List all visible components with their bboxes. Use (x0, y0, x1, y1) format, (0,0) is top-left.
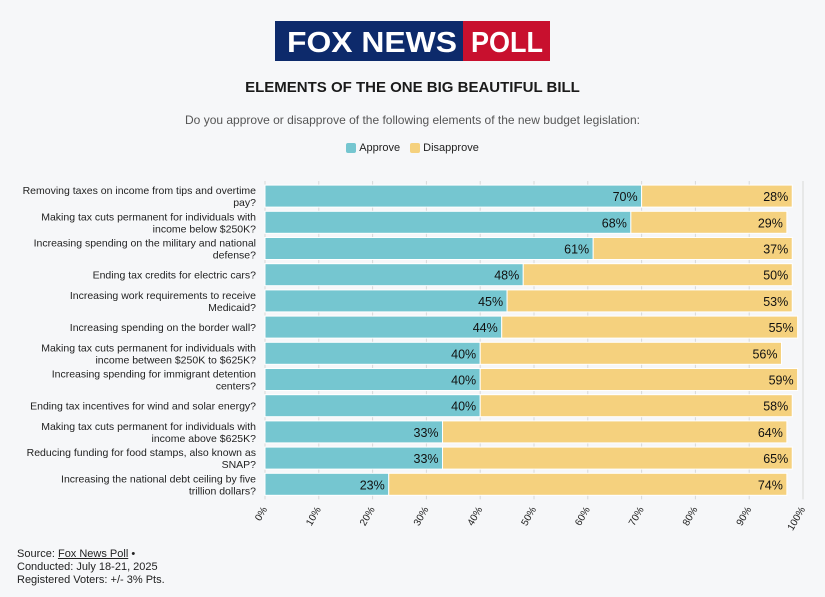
bar-approve (264, 263, 524, 287)
bar-disapprove (522, 263, 793, 287)
data-label-disapprove: 50% (763, 269, 788, 283)
chart-subtitle: Do you approve or disapprove of the foll… (185, 113, 640, 127)
bar-disapprove (442, 446, 793, 470)
data-label-disapprove: 58% (763, 400, 788, 414)
data-label-approve: 33% (414, 452, 439, 466)
bar-approve (264, 237, 594, 260)
data-label-approve: 48% (494, 269, 519, 283)
legend-label-disapprove: Disapprove (423, 142, 479, 154)
bar-approve (264, 315, 503, 339)
legend-item-disapprove: Disapprove (410, 142, 479, 154)
svg-text:POLL: POLL (471, 27, 543, 59)
data-label-disapprove: 65% (763, 452, 788, 466)
data-label-disapprove: 53% (763, 295, 788, 309)
legend-label-approve: Approve (359, 142, 401, 154)
category-label: Increasing work requirements to receive M… (70, 290, 256, 314)
legend-swatch-disapprove (410, 143, 421, 153)
x-tick-label: 60% (573, 505, 593, 528)
x-tick-label: 70% (627, 505, 647, 528)
bar-disapprove (388, 472, 788, 496)
bar-disapprove (506, 289, 793, 313)
category-label: Increasing spending on the border wall? (70, 322, 256, 334)
chart-legend: Approve Disapprove (0, 142, 825, 154)
source-label: Source: (17, 548, 58, 560)
x-tick-label: 50% (520, 505, 540, 528)
bar-approve (264, 394, 481, 418)
data-label-approve: 61% (564, 243, 589, 257)
x-tick-label: 80% (681, 505, 701, 528)
data-label-approve: 33% (414, 426, 439, 440)
data-label-approve: 68% (602, 216, 627, 230)
bar-disapprove (501, 315, 799, 339)
footer: Source: Fox News Poll • Conducted: July … (17, 548, 165, 587)
category-label: Increasing spending for immigrant detent… (52, 369, 256, 393)
bar-approve (264, 289, 508, 313)
data-label-disapprove: 74% (758, 478, 783, 492)
data-label-approve: 44% (473, 321, 498, 335)
data-label-disapprove: 59% (769, 374, 794, 388)
bar-disapprove (630, 210, 788, 234)
fox-news-poll-logo: FOX NEWS POLL (275, 21, 550, 61)
x-tick-label: 100% (786, 505, 808, 533)
data-label-disapprove: 56% (752, 347, 777, 361)
data-label-approve: 23% (360, 478, 385, 492)
data-label-approve: 40% (451, 400, 476, 414)
data-label-disapprove: 64% (758, 426, 783, 440)
source-suffix: • (128, 548, 136, 560)
data-label-approve: 40% (451, 374, 476, 388)
x-tick-label: 30% (412, 505, 432, 528)
bar-disapprove (479, 341, 782, 365)
legend-swatch-approve (346, 143, 357, 153)
data-label-approve: 70% (613, 190, 638, 204)
svg-text:FOX NEWS: FOX NEWS (287, 27, 457, 59)
data-label-disapprove: 28% (763, 190, 788, 204)
source-line: Source: Fox News Poll • (17, 548, 165, 561)
chart-title: ELEMENTS OF THE ONE BIG BEAUTIFUL BILL (245, 79, 580, 96)
x-tick-label: 0% (253, 505, 270, 523)
category-label: Increasing spending on the military and … (34, 238, 257, 262)
bar-approve (264, 341, 481, 365)
data-label-disapprove: 37% (763, 243, 788, 257)
data-label-disapprove: 29% (758, 216, 783, 230)
category-label: Ending tax incentives for wind and solar… (30, 401, 256, 413)
bar-approve (264, 210, 632, 234)
bar-approve (264, 184, 643, 208)
category-label: Ending tax credits for electric cars? (93, 270, 257, 282)
bar-disapprove (442, 420, 788, 444)
x-tick-label: 10% (304, 505, 324, 528)
category-label: Making tax cuts permanent for individual… (41, 211, 256, 235)
bar-disapprove (592, 237, 793, 260)
category-label: Removing taxes on income from tips and o… (23, 185, 257, 209)
x-tick-label: 40% (466, 505, 486, 528)
category-label: Increasing the national debt ceiling by … (61, 473, 256, 497)
x-tick-label: 90% (735, 505, 755, 528)
category-label: Reducing funding for food stamps, also k… (27, 447, 257, 471)
legend-item-approve: Approve (346, 142, 400, 154)
x-tick-label: 20% (358, 505, 378, 528)
data-label-approve: 45% (478, 295, 503, 309)
category-label: Making tax cuts permanent for individual… (41, 342, 256, 366)
category-label: Making tax cuts permanent for individual… (41, 421, 256, 445)
conducted-line: Conducted: July 18-21, 2025 (17, 561, 158, 573)
stacked-bar-chart: Removing taxes on income from tips and o… (23, 181, 808, 533)
bar-disapprove (641, 184, 793, 208)
bar-approve (264, 368, 481, 391)
voters-line: Registered Voters: +/- 3% Pts. (17, 574, 165, 586)
source-link[interactable]: Fox News Poll (57, 548, 129, 560)
bar-disapprove (479, 368, 799, 391)
bar-disapprove (479, 394, 793, 418)
data-label-approve: 40% (451, 347, 476, 361)
data-label-disapprove: 55% (769, 321, 794, 335)
